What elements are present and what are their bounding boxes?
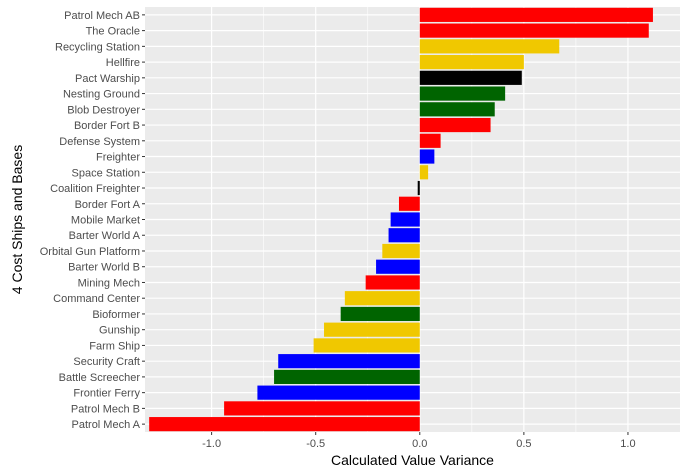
bar bbox=[257, 385, 420, 400]
bar bbox=[419, 70, 522, 85]
y-tick-label: Bioformer bbox=[92, 309, 140, 321]
y-tick-label: Command Center bbox=[53, 293, 140, 305]
bar bbox=[419, 7, 653, 22]
y-tick-label: Patrol Mech A bbox=[72, 419, 141, 431]
x-tick-label: -0.5 bbox=[306, 438, 325, 450]
bar bbox=[376, 259, 420, 274]
y-tick-label: Patrol Mech AB bbox=[64, 10, 140, 22]
y-tick-label: Frontier Ferry bbox=[73, 388, 140, 400]
bar bbox=[278, 354, 420, 369]
y-axis: Patrol Mech AB The Oracle Recycling Statio… bbox=[40, 10, 145, 431]
y-tick-label: Pact Warship bbox=[75, 73, 140, 85]
bar bbox=[417, 180, 420, 196]
bar bbox=[419, 149, 435, 164]
y-tick-label: Mining Mech bbox=[78, 277, 140, 289]
y-tick-label: Gunship bbox=[99, 325, 140, 337]
y-tick-label: Security Craft bbox=[73, 356, 140, 368]
y-tick-label: Freighter bbox=[96, 152, 140, 164]
y-tick-label: Mobile Market bbox=[71, 215, 140, 227]
y-tick-label: Barter World A bbox=[69, 230, 141, 242]
y-tick-label: Coalition Freighter bbox=[50, 183, 140, 195]
y-tick-label: Space Station bbox=[72, 167, 141, 179]
bar bbox=[365, 275, 420, 290]
x-tick-label: 0.5 bbox=[516, 438, 531, 450]
bar bbox=[419, 165, 429, 180]
y-tick-label: Battle Screecher bbox=[59, 372, 141, 384]
y-tick-label: Barter World B bbox=[68, 262, 140, 274]
y-tick-label: Orbital Gun Platform bbox=[40, 246, 140, 258]
bar bbox=[149, 417, 420, 432]
bar bbox=[419, 86, 506, 101]
y-tick-label: Farm Ship bbox=[89, 340, 140, 352]
bar bbox=[313, 338, 420, 353]
x-axis: -1.0 -0.5 0.0 0.5 1.0 bbox=[202, 432, 636, 450]
x-axis-title: Calculated Value Variance bbox=[331, 452, 494, 468]
bars bbox=[149, 7, 653, 432]
x-tick-label: -1.0 bbox=[202, 438, 221, 450]
bar bbox=[390, 212, 420, 227]
bar bbox=[324, 322, 420, 337]
y-tick-label: Hellfire bbox=[106, 57, 140, 69]
y-tick-label: Border Fort B bbox=[74, 120, 140, 132]
bar bbox=[419, 133, 441, 148]
bar bbox=[344, 291, 420, 306]
bar bbox=[419, 117, 491, 133]
x-tick-label: 1.0 bbox=[620, 438, 635, 450]
bar bbox=[382, 243, 420, 259]
bar bbox=[419, 23, 649, 38]
y-tick-label: The Oracle bbox=[86, 26, 140, 38]
bar bbox=[419, 39, 560, 54]
y-tick-label: Recycling Station bbox=[55, 41, 140, 53]
bar bbox=[340, 306, 420, 322]
bar bbox=[224, 401, 420, 416]
bar bbox=[274, 369, 420, 384]
y-tick-label: Blob Destroyer bbox=[67, 104, 140, 116]
bar bbox=[398, 196, 420, 211]
y-tick-label: Border Fort A bbox=[75, 199, 141, 211]
y-axis-title: 4 Cost Ships and Bases bbox=[9, 145, 25, 294]
bar bbox=[388, 228, 420, 243]
y-tick-label: Nesting Ground bbox=[63, 89, 140, 101]
bar bbox=[419, 55, 524, 70]
y-tick-label: Defense System bbox=[59, 136, 140, 148]
x-tick-label: 0.0 bbox=[412, 438, 427, 450]
y-tick-label: Patrol Mech B bbox=[71, 403, 140, 415]
bar bbox=[419, 102, 495, 117]
